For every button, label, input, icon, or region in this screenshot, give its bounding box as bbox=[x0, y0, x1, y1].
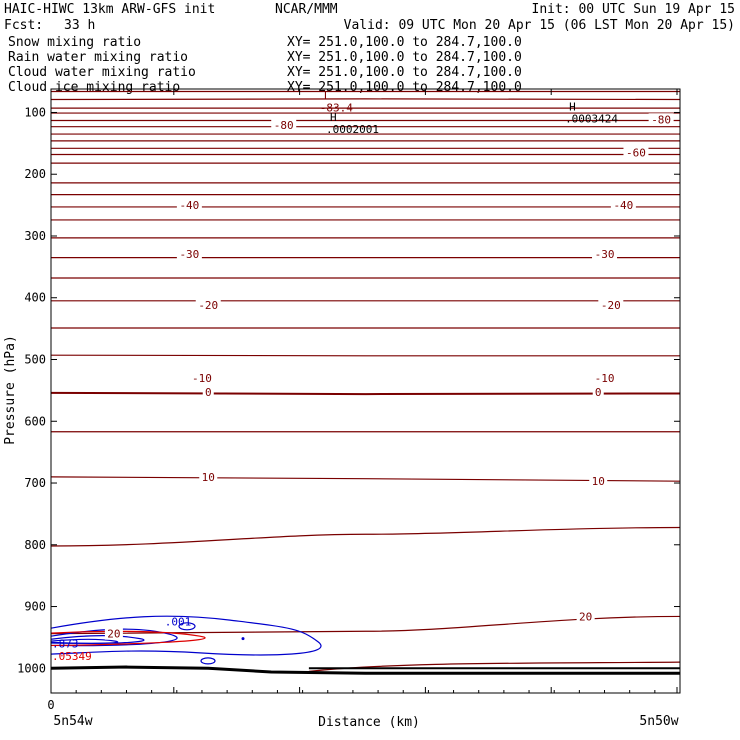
isotherm-label: -20 bbox=[198, 299, 218, 312]
valid-time: Valid: 09 UTC Mon 20 Apr 15 (06 LST Mon … bbox=[343, 18, 735, 33]
extremum-value: -83.4 bbox=[320, 101, 353, 114]
isotherm-label: -20 bbox=[601, 299, 621, 312]
label-bg bbox=[189, 372, 215, 385]
isotherm-line bbox=[50, 615, 681, 635]
field-xy-cloud-water: XY= 251.0,100.0 to 284.7,100.0 bbox=[287, 65, 522, 80]
y-tick-label-800: 800 bbox=[24, 538, 46, 552]
isotherm-line bbox=[50, 391, 681, 396]
y-tick-label-400: 400 bbox=[24, 291, 46, 305]
label-bg bbox=[576, 610, 595, 623]
isotherm-label: -30 bbox=[179, 248, 199, 261]
isotherm-line bbox=[308, 661, 681, 672]
y-tick-label-1000: 1000 bbox=[17, 661, 46, 675]
cloud-water-label: .001 bbox=[165, 615, 192, 628]
y-tick-label-100: 100 bbox=[24, 105, 46, 119]
cloud-water-contour bbox=[50, 628, 178, 647]
isotherm-line bbox=[50, 354, 680, 357]
label-bg bbox=[589, 475, 608, 488]
isotherm-label: 20 bbox=[107, 628, 120, 641]
cloud-water-contour bbox=[178, 622, 196, 631]
field-name-cloud-water: Cloud water mixing ratio bbox=[8, 65, 196, 80]
isotherm-label: 10 bbox=[592, 475, 605, 488]
isotherm-line bbox=[50, 98, 681, 101]
x-left-endpoint: 5n54w bbox=[53, 714, 92, 729]
cloud-water-label: .873 bbox=[52, 638, 79, 651]
label-bg bbox=[176, 199, 202, 212]
label-bg bbox=[176, 247, 202, 260]
extremum-value: .0002001 bbox=[326, 123, 379, 136]
extremum-marker: H bbox=[330, 111, 337, 124]
isotherm-label: 0 bbox=[595, 386, 602, 399]
extremum-value: .0003424 bbox=[565, 113, 618, 126]
field-xy-snow: XY= 251.0,100.0 to 284.7,100.0 bbox=[287, 35, 522, 50]
y-tick-label-900: 900 bbox=[24, 600, 46, 614]
cloud-water-contour bbox=[50, 638, 119, 644]
fcst-value: 33 h bbox=[64, 18, 96, 33]
rain-label: .05349 bbox=[52, 650, 92, 663]
y-tick-label-600: 600 bbox=[24, 414, 46, 428]
isotherm-label: 20 bbox=[579, 610, 592, 623]
isotherm-label: 0 bbox=[205, 386, 212, 399]
isotherm-line bbox=[50, 526, 681, 547]
cloud-water-contour bbox=[50, 615, 322, 656]
label-bg bbox=[623, 146, 649, 159]
field-name-rain: Rain water mixing ratio bbox=[8, 50, 189, 65]
contour-labels: -80 -80-60-40 -40-30 -30-20 -20-10 -100 010 102… bbox=[52, 89, 674, 663]
plot-border bbox=[50, 88, 681, 694]
model-title: HAIC-HIWC 13km ARW-GFS init bbox=[4, 2, 216, 17]
label-bg bbox=[610, 199, 636, 212]
label-bg bbox=[195, 299, 221, 312]
label-bg bbox=[592, 372, 618, 385]
init-time: Init: 00 UTC Sun 19 Apr 15 bbox=[531, 2, 736, 17]
field-xy-rain: XY= 251.0,100.0 to 284.7,100.0 bbox=[287, 50, 522, 65]
extremum-marker: L bbox=[324, 89, 331, 102]
label-bg bbox=[648, 113, 674, 126]
label-bg bbox=[104, 627, 123, 640]
x-right-endpoint: 5n50w bbox=[639, 714, 678, 729]
label-bg bbox=[199, 470, 218, 483]
isotherm-label: -60 bbox=[626, 147, 646, 160]
label-bg bbox=[592, 247, 618, 260]
isotherm-label: -40 bbox=[613, 199, 633, 212]
isotherm-label: -10 bbox=[192, 372, 212, 385]
isotherm-line bbox=[50, 476, 681, 482]
y-tick-label-300: 300 bbox=[24, 229, 46, 243]
label-bg bbox=[598, 299, 624, 312]
isotherm-label: -80 bbox=[274, 119, 294, 132]
isotherm-label: -10 bbox=[595, 372, 615, 385]
label-bg bbox=[592, 386, 604, 399]
isotherm-label: 10 bbox=[202, 471, 215, 484]
isotherm-label: -80 bbox=[651, 113, 671, 126]
contour-lines bbox=[50, 90, 681, 675]
extremum-marker: H bbox=[569, 101, 576, 114]
isotherm-label: -30 bbox=[595, 248, 615, 261]
x-tick-zero: 0 bbox=[47, 698, 54, 712]
x-axis-title: Distance (km) bbox=[318, 715, 420, 730]
fcst-label: Fcst: bbox=[4, 18, 44, 33]
label-bg bbox=[202, 386, 214, 399]
terrain-line bbox=[50, 665, 680, 675]
y-axis-title: Pressure (hPa) bbox=[3, 335, 18, 445]
y-tick-label-700: 700 bbox=[24, 476, 46, 490]
field-name-snow: Snow mixing ratio bbox=[8, 35, 142, 50]
cloud-water-contour bbox=[200, 657, 216, 665]
cloud-water-dot bbox=[241, 637, 245, 641]
label-bg bbox=[271, 118, 297, 131]
isotherm-label: -40 bbox=[179, 199, 199, 212]
y-tick-label-500: 500 bbox=[24, 353, 46, 367]
center-label: NCAR/MMM bbox=[275, 2, 338, 17]
y-tick-label-200: 200 bbox=[24, 167, 46, 181]
